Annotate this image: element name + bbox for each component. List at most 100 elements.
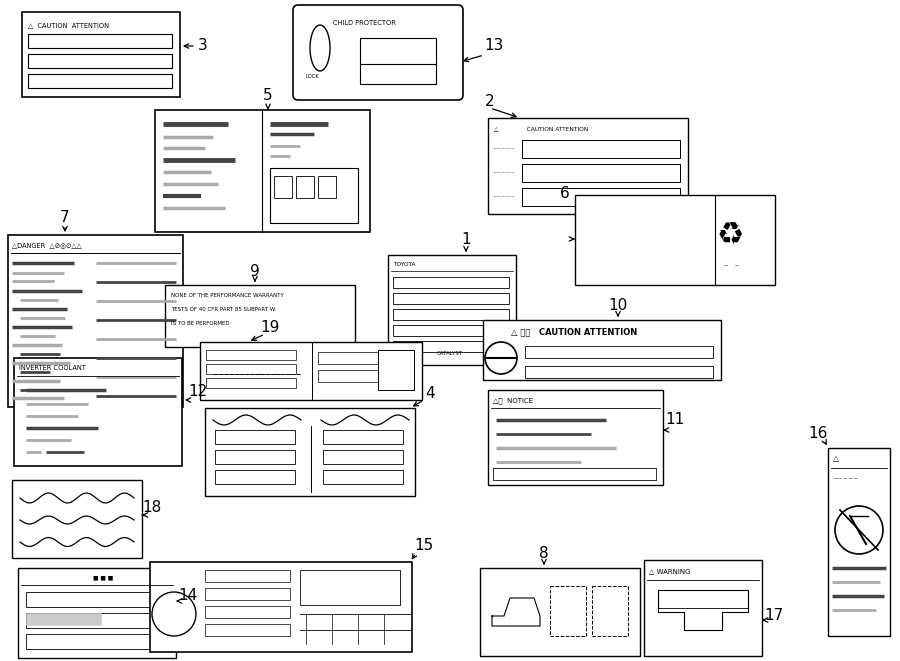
Bar [483, 320, 721, 380]
Circle shape [485, 342, 517, 374]
Bar [155, 110, 370, 232]
Bar [393, 293, 509, 304]
Text: IS TO BE PERFORMED: IS TO BE PERFORMED [171, 321, 230, 326]
Text: 19: 19 [260, 321, 280, 336]
Bar [206, 350, 296, 360]
Text: ~   ~: ~ ~ [723, 263, 740, 268]
Bar [644, 560, 762, 656]
Text: 2: 2 [485, 95, 495, 110]
Bar [274, 176, 292, 198]
Bar [205, 588, 290, 600]
Text: ~~~~~: ~~~~~ [832, 476, 859, 481]
Bar [22, 12, 180, 97]
Text: ♻: ♻ [716, 221, 743, 249]
Bar [26, 613, 166, 628]
Bar [215, 470, 295, 484]
Bar [26, 592, 166, 607]
Bar [318, 176, 336, 198]
Text: 8: 8 [539, 545, 549, 561]
Text: 7: 7 [60, 210, 70, 225]
Bar [150, 562, 412, 652]
Text: 6: 6 [560, 186, 570, 200]
Bar [205, 408, 415, 496]
Bar [525, 346, 713, 358]
Text: △⬛  NOTICE: △⬛ NOTICE [493, 397, 533, 404]
Bar [205, 624, 290, 636]
Text: ~~~~~: ~~~~~ [492, 171, 515, 176]
Bar [8, 235, 183, 407]
Bar [393, 309, 509, 320]
Bar [12, 480, 142, 558]
Bar [493, 468, 656, 480]
Text: 4: 4 [425, 385, 435, 401]
Bar [14, 358, 182, 466]
Bar [393, 325, 509, 336]
Bar [165, 285, 355, 347]
Bar [300, 570, 400, 605]
Text: △ WARNING: △ WARNING [649, 568, 690, 574]
Bar [318, 352, 378, 364]
Text: TESTS OF 40 CFR PART 85 SUBPART W.: TESTS OF 40 CFR PART 85 SUBPART W. [171, 307, 276, 312]
Circle shape [152, 592, 196, 636]
Text: INVERTER COOLANT: INVERTER COOLANT [19, 365, 86, 371]
Bar [28, 54, 172, 68]
Bar [575, 195, 775, 285]
Text: △  CAUTION  ATTENTION: △ CAUTION ATTENTION [28, 22, 109, 28]
Bar [522, 164, 680, 182]
Text: 17: 17 [764, 607, 784, 623]
Text: 1: 1 [461, 233, 471, 247]
Bar [488, 118, 688, 214]
Text: △DANGER  △⊘◎⊙△△: △DANGER △⊘◎⊙△△ [12, 242, 82, 248]
Text: CATALYST: CATALYST [437, 351, 463, 356]
Bar [28, 74, 172, 88]
Text: 12: 12 [188, 385, 208, 399]
Bar [360, 38, 436, 66]
Text: 14: 14 [178, 588, 198, 602]
Text: 11: 11 [665, 412, 685, 428]
Text: ~~~~~: ~~~~~ [492, 194, 515, 200]
Text: 13: 13 [484, 38, 504, 54]
Bar [323, 430, 403, 444]
Text: △               CAUTION ATTENTION: △ CAUTION ATTENTION [494, 126, 589, 131]
Ellipse shape [310, 25, 330, 71]
Bar [215, 430, 295, 444]
Bar [522, 140, 680, 158]
Bar [493, 468, 656, 480]
Circle shape [835, 506, 883, 554]
Text: 10: 10 [608, 297, 627, 313]
Bar [323, 450, 403, 464]
Bar [828, 448, 890, 636]
Bar [360, 64, 436, 84]
Text: 5: 5 [263, 89, 273, 104]
Text: CHILD PROTECTOR: CHILD PROTECTOR [333, 20, 396, 26]
Bar [26, 613, 101, 625]
FancyBboxPatch shape [293, 5, 463, 100]
Bar [26, 634, 166, 649]
Bar [18, 568, 176, 658]
Bar [215, 450, 295, 464]
Bar [28, 34, 172, 48]
Bar [592, 586, 628, 636]
Text: △ 警告   CAUTION ATTENTION: △ 警告 CAUTION ATTENTION [511, 327, 637, 336]
Bar [393, 341, 509, 352]
Bar [206, 378, 296, 388]
Text: NONE OF THE PERFORMANCE WARRANTY: NONE OF THE PERFORMANCE WARRANTY [171, 293, 284, 298]
Bar [318, 370, 378, 382]
Text: 18: 18 [142, 500, 162, 514]
Bar [393, 277, 509, 288]
Text: 9: 9 [250, 264, 260, 278]
Bar [296, 176, 314, 198]
Text: △: △ [833, 454, 839, 463]
Bar [206, 364, 296, 374]
Bar [522, 188, 680, 206]
Text: LOCK: LOCK [306, 74, 319, 79]
Bar [323, 470, 403, 484]
Text: ~~~~~: ~~~~~ [492, 147, 515, 151]
Bar [200, 342, 422, 400]
Text: 16: 16 [808, 426, 828, 442]
Bar [550, 586, 586, 636]
Bar [525, 366, 713, 378]
Bar [205, 570, 290, 582]
Bar [488, 390, 663, 485]
Bar [378, 350, 414, 390]
